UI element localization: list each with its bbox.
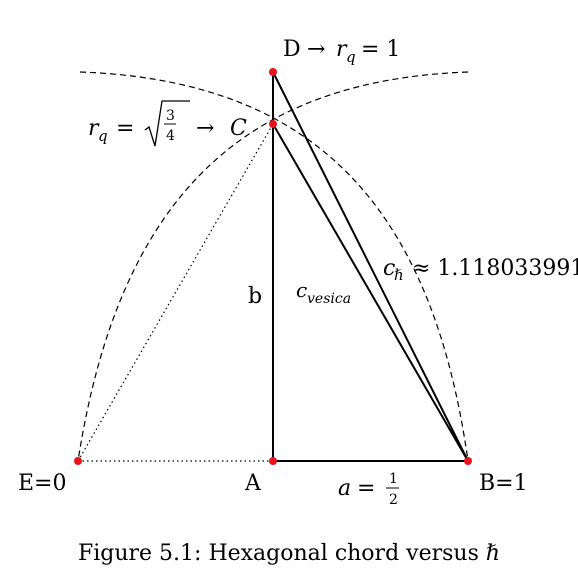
svg-text:4: 4 — [166, 128, 175, 144]
svg-text:ℏ: ℏ — [394, 266, 404, 284]
point-e — [74, 457, 82, 465]
svg-text:q: q — [98, 127, 108, 145]
sqrt-sign — [144, 100, 190, 147]
label-d: D → r q = 1 — [283, 37, 400, 66]
svg-text:=: = — [116, 116, 134, 141]
svg-text:r: r — [336, 37, 348, 62]
svg-text:vesica: vesica — [307, 291, 351, 307]
segment-d-b-chord — [272, 71, 469, 462]
segment-e-c-dotted — [77, 123, 274, 462]
segment-c-b-vesica — [272, 123, 469, 462]
point-c — [269, 120, 277, 128]
point-b — [464, 457, 472, 465]
label-a-point: A — [244, 471, 262, 496]
svg-text:3: 3 — [166, 108, 175, 124]
svg-text:→: → — [196, 116, 214, 141]
label-b: b — [248, 284, 262, 309]
label-e: E=0 — [18, 471, 67, 496]
svg-text:C: C — [230, 116, 247, 141]
svg-text:a: a — [338, 476, 351, 501]
label-c: r q = 3 4 → C — [88, 100, 247, 147]
svg-text:→: → — [307, 37, 325, 62]
label-c-vesica: c vesica — [296, 278, 351, 307]
svg-text:q: q — [346, 48, 356, 66]
svg-text:=: = — [357, 476, 375, 501]
svg-text:c: c — [383, 256, 395, 281]
point-a — [269, 457, 277, 465]
svg-text:2: 2 — [389, 492, 398, 508]
svg-text:D: D — [283, 37, 301, 62]
point-d — [269, 68, 277, 76]
svg-text:r: r — [88, 116, 100, 141]
svg-text:≈ 1.118033991: ≈ 1.118033991 — [412, 256, 578, 281]
label-a-side: a = 1 2 — [338, 471, 399, 508]
svg-text:= 1: = 1 — [361, 37, 400, 62]
arc-right-dashed — [79, 71, 469, 462]
svg-text:c: c — [296, 278, 307, 302]
label-c-hbar: c ℏ ≈ 1.118033991 — [383, 256, 578, 284]
figure-caption: Figure 5.1: Hexagonal chord versus ℏ — [77, 541, 501, 566]
label-b-point: B=1 — [479, 471, 528, 496]
arc-left-dashed — [77, 71, 469, 462]
svg-text:1: 1 — [389, 471, 398, 487]
